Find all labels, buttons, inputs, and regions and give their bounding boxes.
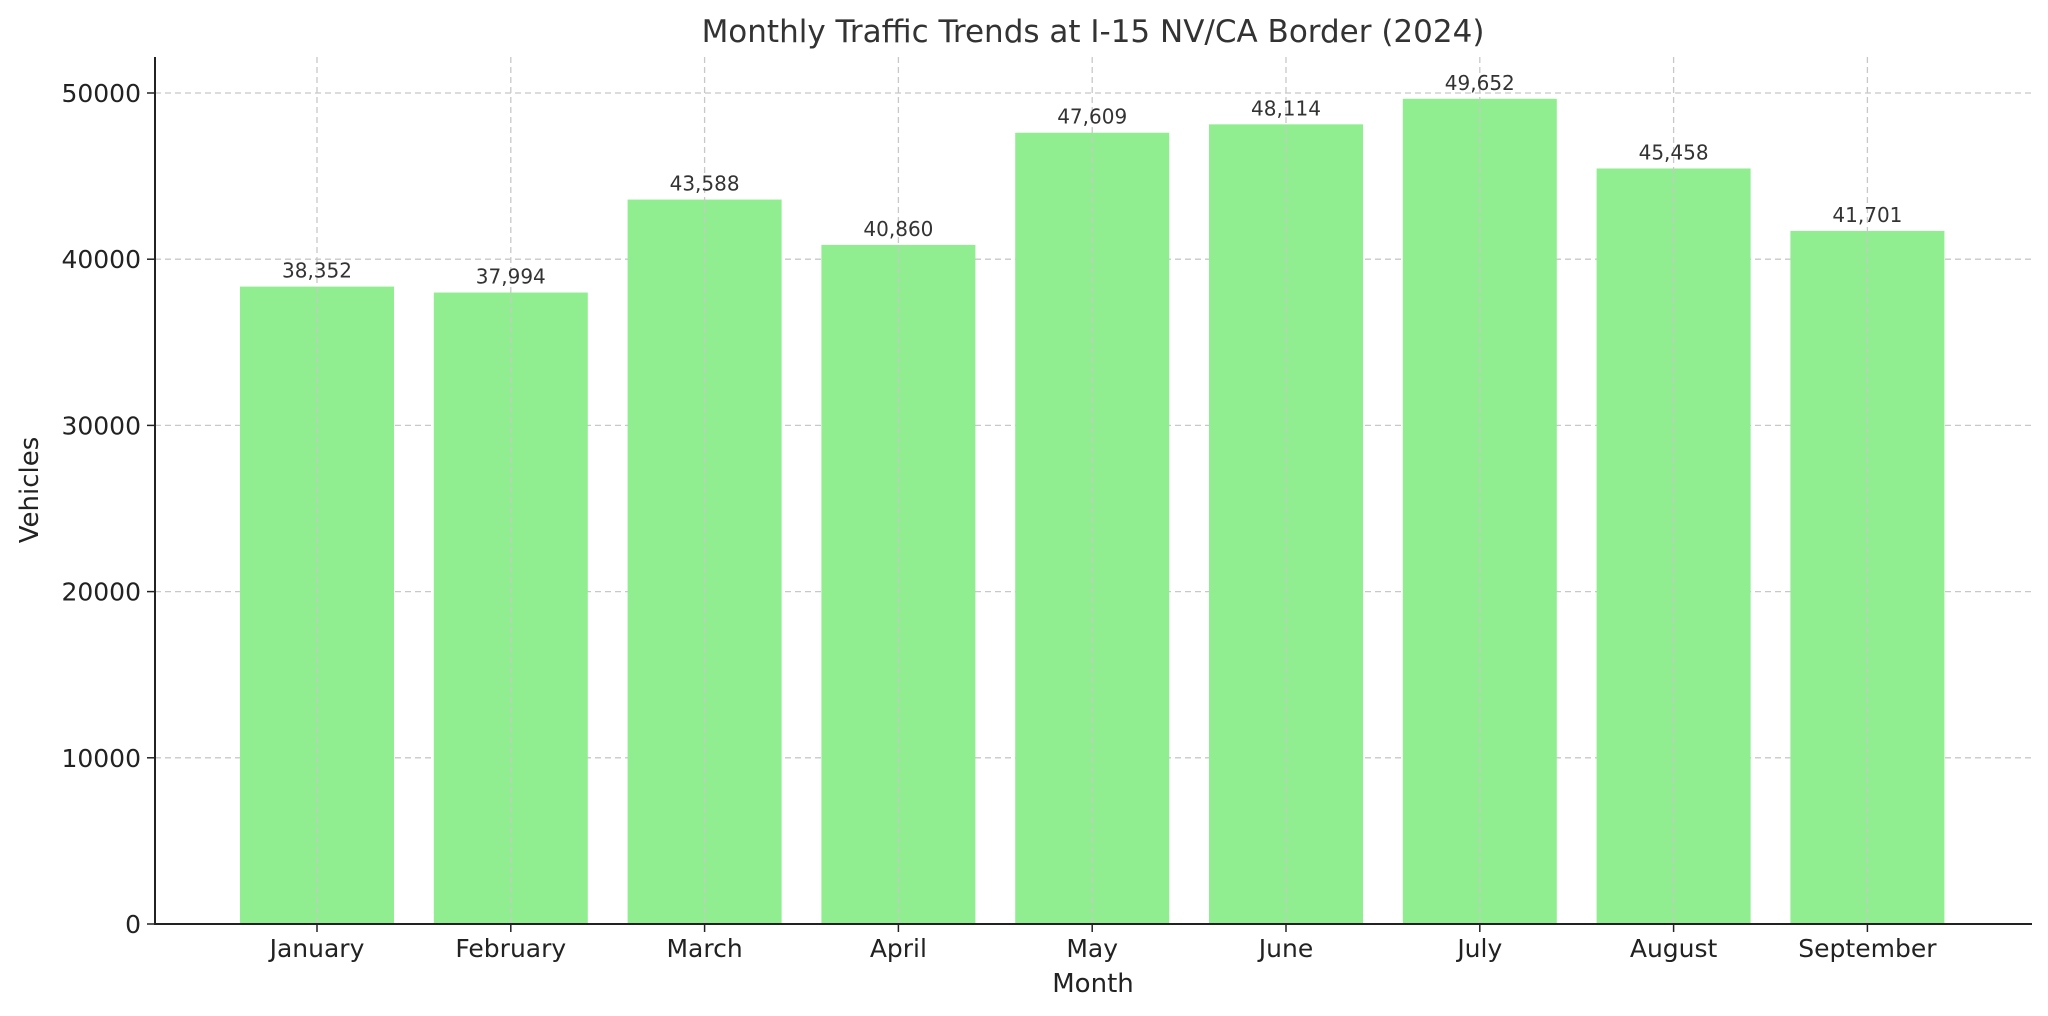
data-label: 37,994 — [476, 265, 546, 289]
y-tick-label: 20000 — [61, 578, 141, 607]
y-tick-label: 50000 — [61, 79, 141, 108]
y-ticks: 0 10000 20000 30000 40000 50000 — [61, 79, 155, 939]
y-tick-label: 40000 — [61, 245, 141, 274]
data-label: 40,860 — [863, 217, 933, 241]
data-label: 41,701 — [1832, 203, 1902, 227]
data-label: 38,352 — [282, 259, 352, 283]
bar-june — [1209, 124, 1363, 924]
x-tick-label: July — [1455, 934, 1502, 963]
x-tick-label: January — [268, 934, 365, 963]
x-tick-label: April — [870, 934, 927, 963]
x-axis-label: Month — [1052, 969, 1134, 999]
y-tick-label: 0 — [125, 910, 141, 939]
data-label: 48,114 — [1251, 96, 1321, 120]
x-tick-label: February — [455, 934, 566, 963]
data-label: 43,588 — [670, 172, 740, 196]
y-tick-label: 30000 — [61, 411, 141, 440]
x-tick-label: August — [1630, 934, 1718, 963]
chart-title: Monthly Traffic Trends at I-15 NV/CA Bor… — [702, 14, 1485, 50]
x-ticks: January February March April May June July Augu… — [268, 924, 1937, 963]
data-label: 45,458 — [1639, 140, 1709, 164]
data-labels: 38,352 37,994 43,588 40,860 47,609 48,114 49,6… — [282, 57, 1902, 924]
x-tick-label: March — [666, 934, 742, 963]
y-tick-label: 10000 — [61, 744, 141, 773]
x-tick-label: June — [1257, 934, 1313, 963]
y-axis-label: Vehicles — [15, 437, 45, 544]
data-label: 47,609 — [1057, 105, 1127, 129]
x-tick-label: May — [1066, 934, 1118, 963]
x-tick-label: September — [1798, 934, 1937, 963]
data-label: 49,652 — [1445, 71, 1515, 95]
